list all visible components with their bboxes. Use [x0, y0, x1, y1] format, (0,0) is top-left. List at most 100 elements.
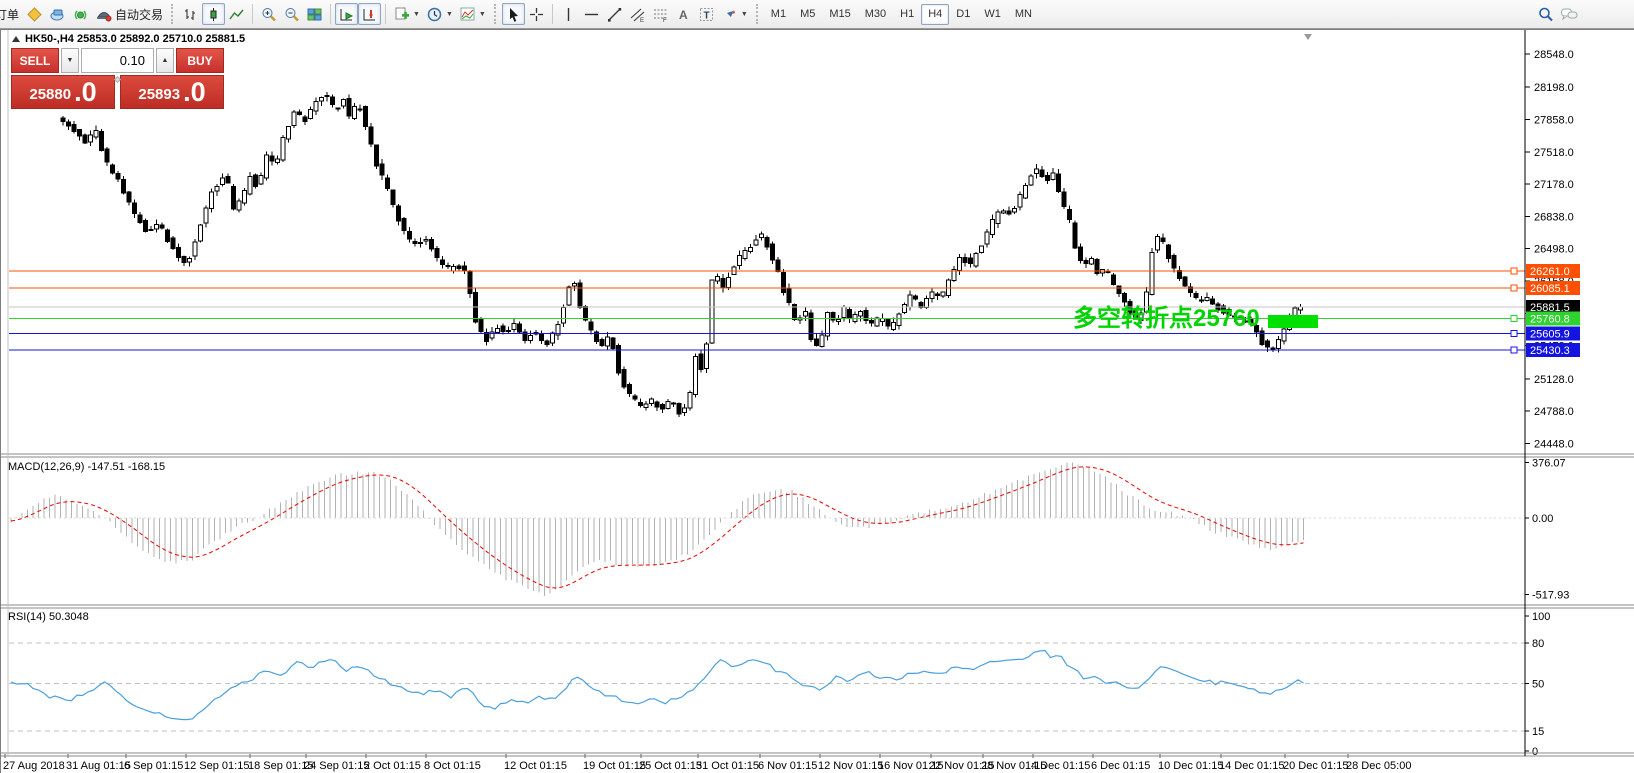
tab-w1[interactable]: W1: [984, 8, 1001, 20]
toolbar-handle: [493, 4, 498, 24]
toolbar-handle: [171, 4, 175, 24]
svg-text:0: 0: [1532, 746, 1538, 758]
highlight-rect: [1268, 315, 1318, 328]
chevron-down-icon: ▼: [445, 10, 453, 18]
sell-button[interactable]: SELL: [11, 48, 59, 73]
rsi-indicator-label: RSI(14) 50.3048: [8, 611, 89, 623]
fibonacci-tool-icon[interactable]: F: [649, 3, 672, 25]
tab-d1[interactable]: D1: [956, 8, 971, 20]
auto-scroll-icon[interactable]: [335, 3, 359, 25]
svg-text:26838.0: 26838.0: [1534, 211, 1574, 223]
equidistant-channel-tool-icon[interactable]: E: [626, 3, 649, 25]
time-axis-label: 20 Dec 01:15: [1283, 760, 1348, 772]
svg-text:F: F: [663, 18, 667, 23]
pivot-annotation-text: 多空转折点25760: [1073, 304, 1260, 332]
horizontal-line-tool-icon[interactable]: [580, 3, 603, 25]
chevron-down-icon: ▼: [478, 10, 486, 18]
new-order-button[interactable]: ▼: [390, 3, 423, 25]
tile-windows-icon[interactable]: [303, 3, 326, 25]
text-tool-icon[interactable]: A: [672, 3, 695, 25]
annotations: 多空转折点25760: [1, 30, 1634, 757]
time-axis-label: 10 Dec 01:15: [1158, 760, 1223, 772]
time-axis-label: 6 Sep 01:15: [124, 760, 183, 772]
tab-h1[interactable]: H1: [900, 8, 915, 20]
main-toolbar: 订单 自动交易: [0, 0, 1634, 29]
chart-shift-icon[interactable]: [358, 3, 382, 25]
order-button[interactable]: 订单: [0, 7, 20, 22]
indicators: [9, 462, 1525, 721]
volume-input[interactable]: 0.10: [81, 48, 154, 73]
svg-text:24788.0: 24788.0: [1534, 406, 1574, 418]
zoom-in-icon[interactable]: [257, 3, 280, 25]
buy-price-display[interactable]: 25893 .0: [120, 75, 224, 109]
algo-trading-label: 自动交易: [115, 7, 164, 22]
time-axis-label: 27 Aug 2018: [3, 760, 65, 772]
svg-text:A: A: [679, 8, 688, 22]
time-axis-label: 6 Dec 01:15: [1091, 760, 1150, 772]
volume-increase-button[interactable]: ▲: [156, 48, 174, 73]
volume-decrease-button[interactable]: ▼: [61, 48, 79, 73]
one-click-panel-collapse-icon[interactable]: [12, 36, 20, 42]
time-axis-label: 28 Nov 01:15: [981, 760, 1046, 772]
tab-m1[interactable]: M1: [770, 8, 787, 20]
buy-button[interactable]: BUY: [176, 48, 224, 73]
time-axis-label: 31 Oct 01:15: [696, 760, 759, 772]
sell-price-display[interactable]: 25880 .0: [11, 75, 115, 109]
sell-price-frac: .0: [74, 77, 97, 107]
text-label-tool-icon[interactable]: T: [695, 3, 718, 25]
toolbar-separator: [551, 4, 553, 24]
periods-clock-icon[interactable]: ▼: [423, 3, 456, 25]
svg-text:50: 50: [1532, 679, 1544, 691]
svg-text:26498.0: 26498.0: [1534, 244, 1574, 256]
price-level-label: 26085.1: [1530, 283, 1570, 295]
algo-trading-button[interactable]: 自动交易: [92, 3, 166, 25]
market-watch-icon[interactable]: [46, 3, 69, 25]
svg-text:24448.0: 24448.0: [1534, 438, 1574, 450]
line-chart-type-icon[interactable]: [225, 3, 248, 25]
price-level-label: 25430.3: [1530, 345, 1570, 357]
svg-text:25128.0: 25128.0: [1534, 374, 1574, 386]
new-order-diamond-icon[interactable]: [23, 3, 46, 25]
time-axis-label: 6 Nov 01:15: [758, 760, 817, 772]
tab-m5[interactable]: M5: [800, 8, 816, 20]
time-axis-label: 18 Sep 01:15: [248, 760, 313, 772]
svg-text:376.07: 376.07: [1532, 457, 1566, 469]
svg-text:28548.0: 28548.0: [1534, 49, 1574, 61]
tab-m30[interactable]: M30: [864, 8, 887, 20]
time-axis-label: 19 Oct 01:15: [583, 760, 646, 772]
cursor-tool-icon[interactable]: [501, 3, 525, 25]
arrows-tool-icon[interactable]: ▼: [718, 3, 751, 25]
zoom-out-icon[interactable]: [280, 3, 303, 25]
tab-m15[interactable]: M15: [829, 8, 851, 20]
chevron-down-icon: ▼: [413, 10, 420, 18]
crosshair-tool-icon[interactable]: [525, 3, 548, 25]
chart-shift-marker[interactable]: [1304, 34, 1312, 40]
svg-text:28198.0: 28198.0: [1534, 82, 1574, 94]
tab-h4[interactable]: H4: [921, 3, 950, 25]
trendline-tool-icon[interactable]: [603, 3, 626, 25]
time-axis-label: 12 Sep 01:15: [184, 760, 249, 772]
chart-window: 28548.0 28198.0 27858.0 27518.0 27178.0 26838…: [0, 29, 1634, 773]
sell-price-int: 25880: [29, 86, 72, 103]
vertical-line-tool-icon[interactable]: [557, 3, 580, 25]
macd-signal-line: [10, 466, 1304, 589]
chat-icon[interactable]: [1557, 3, 1582, 25]
bar-chart-type-icon[interactable]: [179, 3, 202, 25]
toolbar-handle: [755, 4, 760, 24]
chart-canvas[interactable]: 28548.0 28198.0 27858.0 27518.0 27178.0 26838…: [1, 30, 1634, 773]
time-axis-label: 8 Oct 01:15: [424, 760, 481, 772]
time-axis-label: 16 Nov 01:15: [878, 760, 943, 772]
buy-price-frac: .0: [183, 77, 206, 107]
time-axis-label: 12 Oct 01:15: [504, 760, 567, 772]
toolbar-separator: [330, 4, 332, 24]
toolbar-separator: [252, 4, 254, 24]
candlestick-chart-type-icon[interactable]: [202, 3, 226, 25]
indicators-icon[interactable]: ▼: [456, 3, 489, 25]
signal-icon[interactable]: [69, 3, 92, 25]
tab-mn[interactable]: MN: [1014, 8, 1032, 20]
search-icon[interactable]: [1534, 3, 1557, 25]
one-click-trading-panel: SELL ▼ 0.10 ▲ BUY 25880 .0 25893 .0: [11, 48, 224, 109]
price-level-label: 26261.0: [1530, 266, 1570, 278]
